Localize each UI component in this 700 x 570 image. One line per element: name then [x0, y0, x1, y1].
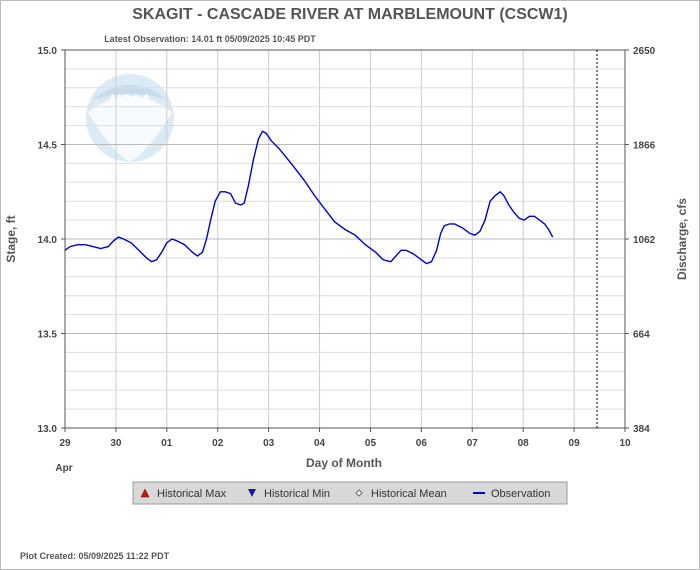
noaa-logo: NOAA: [86, 74, 174, 162]
y-right-tick-label: 384: [633, 424, 650, 435]
series-layer: [64, 130, 554, 265]
x-tick-label: 29: [59, 438, 71, 449]
x-tick-label: 02: [212, 438, 224, 449]
legend-label: Historical Min: [264, 488, 330, 500]
x-tick-label: 10: [619, 438, 631, 449]
grid-lines: [65, 50, 625, 428]
x-tick-label: 05: [365, 438, 377, 449]
legend: Historical Max Historical Min Historical M…: [132, 481, 568, 505]
y-left-tick-label: 14.0: [38, 235, 58, 246]
y-right-tick-label: 2650: [633, 46, 656, 57]
y-right-tick-label: 664: [633, 330, 650, 341]
legend-label: Historical Mean: [371, 488, 447, 500]
y-left-tick-label: 13.0: [38, 424, 58, 435]
x-tick-label: 09: [569, 438, 581, 449]
y-left-tick-label: 13.5: [38, 330, 58, 341]
y-right-tick-label: 1062: [633, 235, 656, 246]
legend-label: Observation: [491, 488, 550, 500]
x-tick-label: 30: [110, 438, 122, 449]
chart-subtitle: Latest Observation: 14.01 ft 05/09/2025 …: [104, 34, 316, 44]
x-tick-label: 03: [263, 438, 275, 449]
legend-min-icon: [248, 489, 256, 497]
x-tick-label: 01: [161, 438, 173, 449]
x-axis-title: Day of Month: [306, 456, 382, 470]
legend-label: Historical Max: [157, 488, 227, 500]
x-tick-label: 04: [314, 438, 326, 449]
y-axis-right-title: Discharge, cfs: [675, 198, 689, 280]
svg-text:NOAA: NOAA: [109, 91, 150, 107]
y-left-tick-label: 15.0: [38, 46, 58, 57]
x-tick-label: 08: [518, 438, 530, 449]
series-line-observation: [64, 130, 554, 265]
legend-max-icon: [140, 488, 150, 498]
y-left-tick-label: 14.5: [38, 141, 58, 152]
x-tick-label: 07: [467, 438, 479, 449]
legend-box: [132, 481, 568, 505]
x-tick-label: 06: [416, 438, 428, 449]
x-axis-month-label: Apr: [55, 463, 72, 474]
y-axis-left-title: Stage, ft: [4, 215, 18, 262]
y-right-tick-label: 1866: [633, 141, 656, 152]
chart-title: SKAGIT - CASCADE RIVER AT MARBLEMOUNT (C…: [132, 6, 568, 23]
axes: 29 30 01 02 03 04 05 06 07 08 09 10 13.0 13.5 14.0 14.5…: [38, 46, 656, 449]
plot-created-footer: Plot Created: 05/09/2025 11:22 PDT: [20, 551, 170, 561]
legend-mean-icon: [355, 489, 363, 497]
